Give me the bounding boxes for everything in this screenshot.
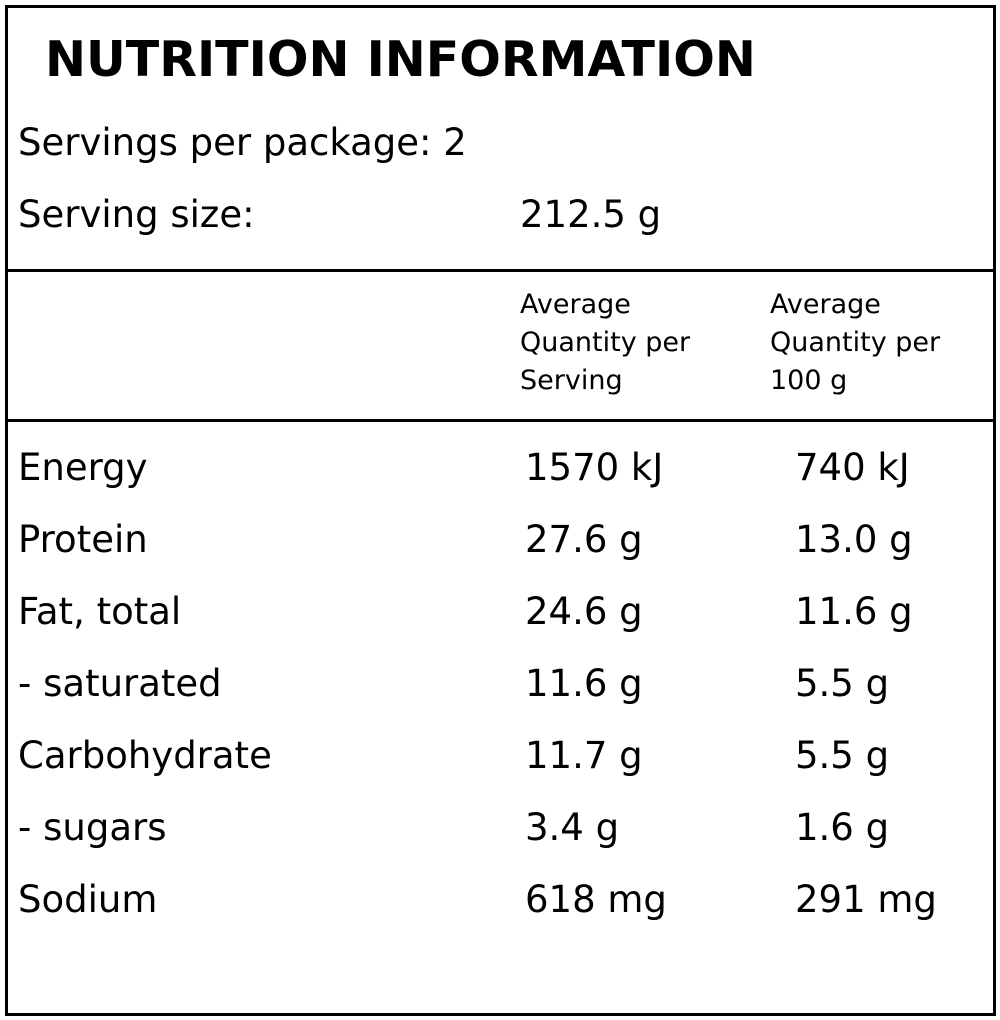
nutrient-name: - sugars — [18, 806, 167, 849]
nutrient-name: Carbohydrate — [18, 734, 272, 777]
per-100g-value: 13.0 g — [795, 518, 913, 561]
per-100g-value: 740 kJ — [795, 446, 910, 489]
per-serving-value: 618 mg — [525, 878, 667, 921]
per-serving-value: 24.6 g — [525, 590, 643, 633]
per-serving-value: 27.6 g — [525, 518, 643, 561]
nutrient-name: Fat, total — [18, 590, 182, 633]
nutrient-name: Energy — [18, 446, 148, 489]
per-100g-value: 5.5 g — [795, 734, 890, 777]
per-serving-value: 1570 kJ — [525, 446, 664, 489]
per-serving-value: 11.6 g — [525, 662, 643, 705]
per-serving-value: 11.7 g — [525, 734, 643, 777]
title: NUTRITION INFORMATION — [45, 31, 756, 88]
column-header: Average Quantity per 100 g — [770, 289, 941, 396]
servings-per-package: Servings per package: 2 — [18, 121, 467, 164]
nutrition-panel — [5, 5, 996, 1016]
per-serving-value: 3.4 g — [525, 806, 620, 849]
nutrient-name: Sodium — [18, 878, 158, 921]
serving-size-value: 212.5 g — [520, 193, 662, 236]
per-100g-value: 11.6 g — [795, 590, 913, 633]
divider — [5, 419, 996, 422]
nutrient-name: Protein — [18, 518, 148, 561]
per-100g-value: 5.5 g — [795, 662, 890, 705]
column-header: Average Quantity per Serving — [520, 289, 691, 396]
serving-size-label: Serving size: — [18, 193, 255, 236]
nutrient-name: - saturated — [18, 662, 222, 705]
per-100g-value: 1.6 g — [795, 806, 890, 849]
divider — [5, 269, 996, 272]
per-100g-value: 291 mg — [795, 878, 937, 921]
